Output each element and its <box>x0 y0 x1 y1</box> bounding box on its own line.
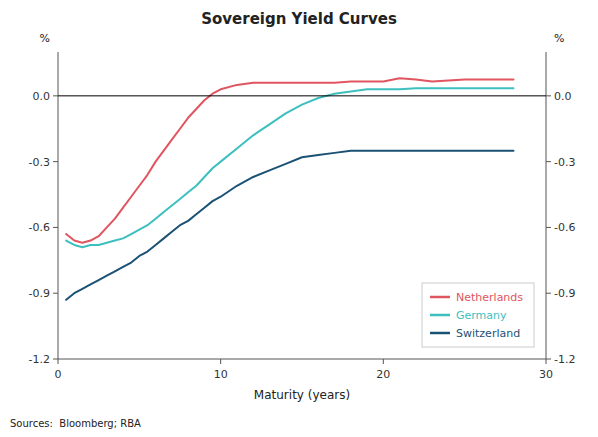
y2-axis-line <box>546 52 547 359</box>
series-line <box>66 88 513 247</box>
y-tick <box>53 227 58 228</box>
y-tick <box>53 293 58 294</box>
x-tick <box>383 359 384 364</box>
legend-swatch <box>430 314 450 317</box>
y-tick-label: -1.2 <box>29 353 50 366</box>
y2-tick-label: -0.3 <box>554 156 575 169</box>
x-tick <box>220 359 221 364</box>
legend-swatch <box>430 332 450 335</box>
y2-tick <box>546 359 551 360</box>
plot-area <box>58 78 546 299</box>
y-axis-label: % <box>40 32 50 45</box>
y2-tick <box>546 293 551 294</box>
source-note: Sources: Bloomberg; RBA <box>10 418 141 429</box>
y2-tick-label: -0.6 <box>554 221 575 234</box>
y-tick-label: -0.3 <box>29 156 50 169</box>
x-tick <box>58 359 59 364</box>
legend-box <box>422 283 534 347</box>
x-tick-label: 0 <box>55 368 62 381</box>
x-tick <box>546 359 547 364</box>
y-axis-line <box>58 52 59 359</box>
y-tick <box>53 161 58 162</box>
y-tick <box>53 359 58 360</box>
y-tick-label: -0.6 <box>29 221 50 234</box>
chart: Sovereign Yield Curves -1.2 -0.9 -0.6 -0.3 0.… <box>0 0 598 437</box>
x-tick-label: 10 <box>214 368 228 381</box>
y2-tick-label: 0.0 <box>554 90 572 103</box>
title: Sovereign Yield Curves <box>201 10 397 28</box>
x-axis-line <box>58 359 546 360</box>
y2-tick <box>546 227 551 228</box>
y2-tick-label: -0.9 <box>554 287 575 300</box>
legend-entry: Switzerland <box>456 327 520 340</box>
legend-entry: Germany <box>456 309 507 322</box>
x-axis-label: Maturity (years) <box>254 388 350 402</box>
series-line <box>66 78 513 242</box>
y-tick-label: 0.0 <box>33 90 51 103</box>
x-tick-label: 30 <box>539 368 553 381</box>
zero-line <box>58 95 546 96</box>
y2-axis-label: % <box>554 32 564 45</box>
legend: Netherlands Germany Switzerland <box>422 283 534 347</box>
series-line <box>66 151 513 300</box>
legend-entry: Netherlands <box>456 291 523 304</box>
y2-tick <box>546 95 551 96</box>
y2-tick <box>546 161 551 162</box>
y-tick-label: -0.9 <box>29 287 50 300</box>
x-tick-label: 20 <box>376 368 390 381</box>
y2-tick-label: -1.2 <box>554 353 575 366</box>
y-tick <box>53 95 58 96</box>
legend-swatch <box>430 296 450 299</box>
